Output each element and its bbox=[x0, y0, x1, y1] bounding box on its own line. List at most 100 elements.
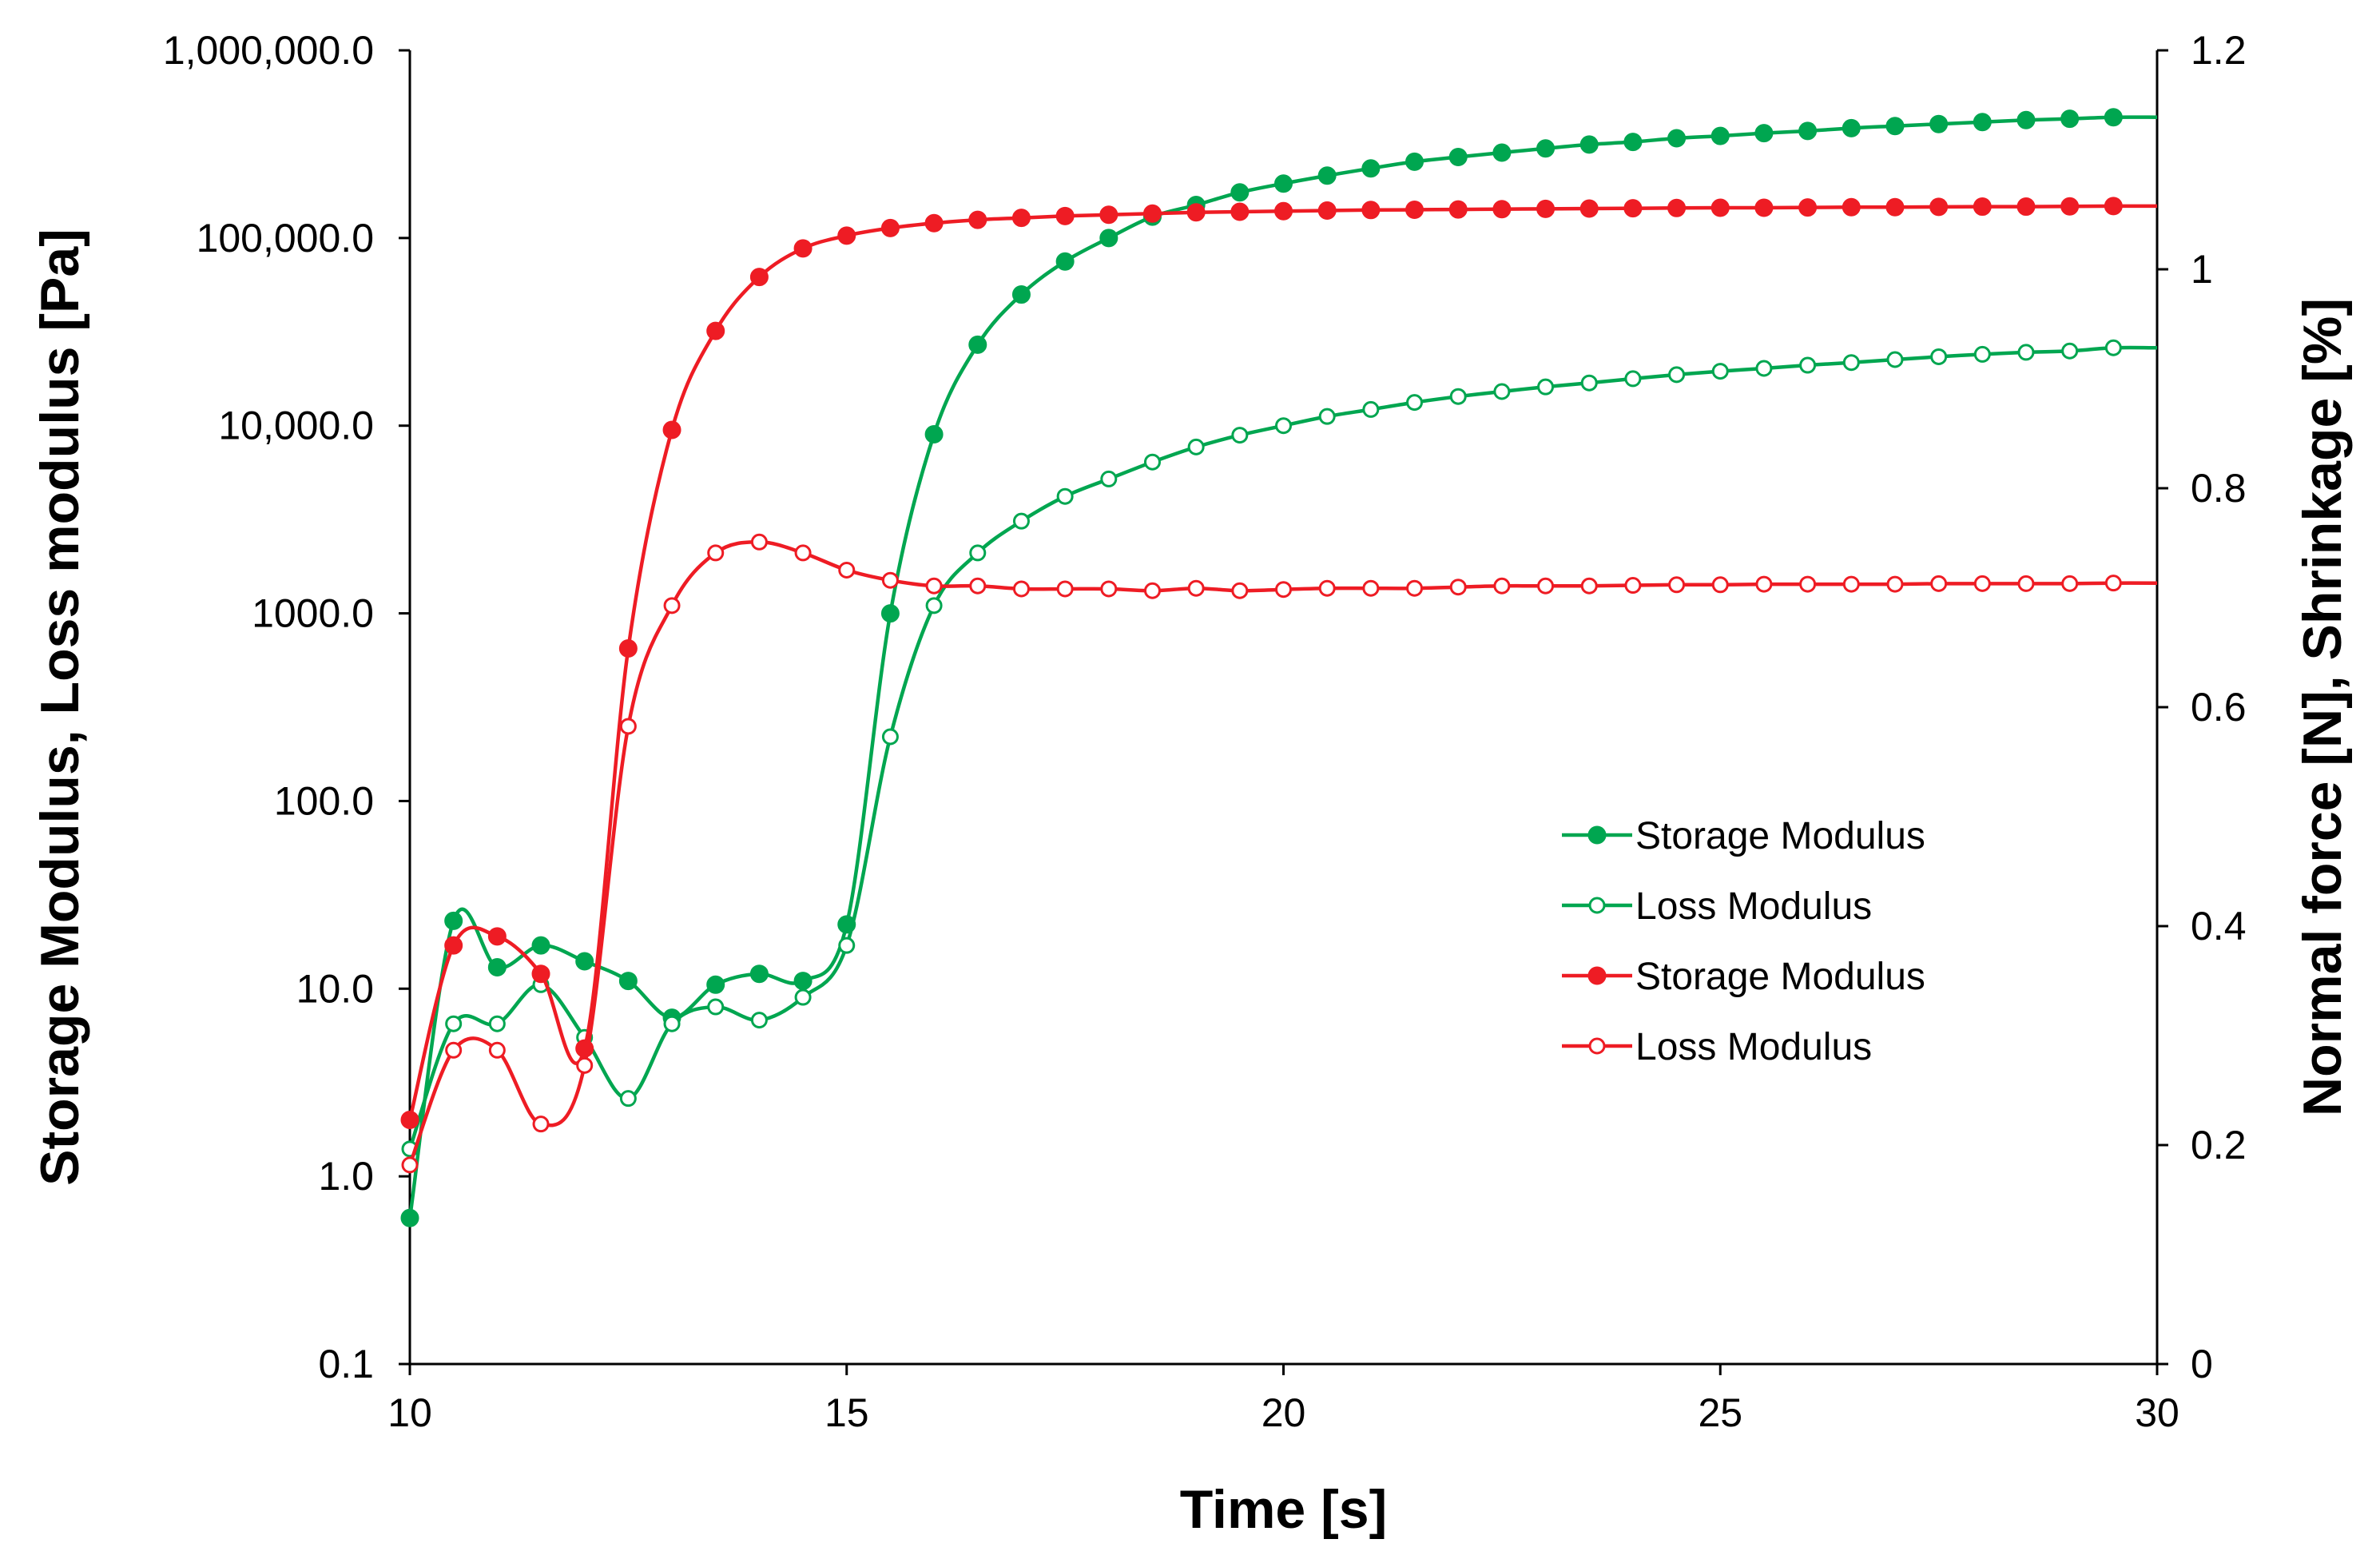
series-line bbox=[407, 204, 2158, 1120]
data-point bbox=[969, 577, 987, 595]
data-point bbox=[575, 952, 594, 971]
data-point bbox=[880, 604, 900, 623]
legend-label: Loss Modulus bbox=[1635, 885, 1872, 928]
data-point bbox=[1186, 203, 1206, 222]
data-point bbox=[488, 1041, 506, 1059]
data-point bbox=[1668, 366, 1686, 384]
data-point bbox=[1362, 400, 1380, 418]
data-point bbox=[1842, 118, 1861, 137]
y2-tick-label: 0.4 bbox=[2191, 904, 2247, 949]
data-point bbox=[1361, 159, 1381, 178]
legend-entry: Storage Modulus bbox=[1562, 956, 1925, 998]
data-point bbox=[750, 1012, 768, 1029]
data-point bbox=[1929, 114, 1949, 133]
data-point bbox=[1536, 139, 1556, 158]
x-tick-label: 10 bbox=[387, 1390, 432, 1435]
data-point bbox=[2016, 197, 2036, 217]
data-point bbox=[1187, 579, 1205, 597]
y-tick-label: 100.0 bbox=[274, 778, 374, 823]
data-point bbox=[1493, 383, 1511, 400]
data-point bbox=[1274, 201, 1293, 221]
data-point bbox=[1318, 408, 1336, 425]
data-point bbox=[1579, 135, 1599, 154]
data-point bbox=[1449, 388, 1467, 405]
data-point bbox=[881, 571, 899, 589]
data-point bbox=[400, 1208, 419, 1227]
legend-label: Loss Modulus bbox=[1635, 1026, 1872, 1068]
legend-marker bbox=[1587, 825, 1607, 845]
y-tick-label: 100,000.0 bbox=[197, 216, 374, 260]
data-point bbox=[1667, 129, 1687, 148]
data-point bbox=[1275, 581, 1292, 599]
legend-entry: Loss Modulus bbox=[1562, 1026, 1872, 1068]
data-point bbox=[1885, 197, 1905, 217]
y2-tick-label: 0.8 bbox=[2191, 466, 2247, 511]
data-point bbox=[662, 420, 681, 439]
data-point bbox=[707, 998, 725, 1016]
x-tick-label: 15 bbox=[824, 1390, 869, 1435]
data-point bbox=[793, 239, 813, 258]
series-4 bbox=[401, 533, 2158, 1174]
data-point bbox=[619, 1090, 637, 1108]
data-point bbox=[2060, 197, 2080, 216]
data-point bbox=[1799, 575, 1817, 593]
data-point bbox=[1056, 580, 1074, 598]
data-point bbox=[1492, 200, 1512, 219]
y2-axis-title: Normal force [N], Shrinkage [%] bbox=[2292, 298, 2353, 1116]
legend-label: Storage Modulus bbox=[1635, 815, 1925, 857]
data-point bbox=[838, 561, 856, 579]
data-point bbox=[1886, 575, 1904, 593]
data-point bbox=[1711, 126, 1730, 145]
data-point bbox=[2104, 575, 2122, 592]
data-point bbox=[1012, 580, 1030, 598]
data-point bbox=[618, 639, 638, 658]
y-tick-label: 0.1 bbox=[318, 1342, 374, 1386]
data-point bbox=[1885, 117, 1905, 136]
series-line bbox=[407, 115, 2158, 1219]
data-point bbox=[794, 988, 812, 1006]
data-point bbox=[1623, 133, 1643, 152]
data-point bbox=[1492, 143, 1512, 162]
data-point bbox=[1100, 580, 1118, 598]
series-1 bbox=[400, 108, 2158, 1227]
legend-marker bbox=[1588, 1037, 1606, 1055]
data-point bbox=[1275, 417, 1292, 435]
x-tick-label: 30 bbox=[2135, 1390, 2179, 1435]
data-point bbox=[444, 936, 463, 955]
data-point bbox=[2060, 109, 2080, 129]
data-point bbox=[1099, 205, 1118, 225]
data-point bbox=[2061, 342, 2079, 360]
data-point bbox=[1886, 351, 1904, 368]
data-point bbox=[1930, 575, 1948, 592]
data-point bbox=[924, 424, 944, 443]
x-axis-title: Time [s] bbox=[1180, 1479, 1387, 1540]
data-point bbox=[837, 226, 856, 245]
data-point bbox=[1755, 575, 1773, 593]
data-point bbox=[1405, 152, 1424, 171]
legend-marker bbox=[1587, 966, 1607, 985]
data-point bbox=[1231, 427, 1249, 444]
data-point bbox=[400, 1110, 419, 1129]
x-tick-label: 20 bbox=[1262, 1390, 1306, 1435]
data-point bbox=[968, 335, 987, 354]
data-point bbox=[1231, 582, 1249, 599]
data-point bbox=[1973, 575, 1991, 592]
data-point bbox=[1056, 487, 1074, 505]
legend-label: Storage Modulus bbox=[1635, 956, 1925, 998]
y-tick-label: 1.0 bbox=[318, 1154, 374, 1199]
data-point bbox=[1537, 378, 1555, 396]
y2-tick-label: 0.2 bbox=[2191, 1123, 2247, 1167]
data-point bbox=[1754, 124, 1774, 143]
data-point bbox=[794, 544, 812, 562]
data-point bbox=[1973, 345, 1991, 363]
data-point bbox=[1318, 579, 1336, 597]
data-point bbox=[1929, 197, 1949, 217]
data-point bbox=[1624, 577, 1642, 595]
legend-entry: Storage Modulus bbox=[1562, 815, 1925, 857]
data-point bbox=[1448, 200, 1468, 219]
data-point bbox=[1930, 348, 1948, 365]
data-point bbox=[1012, 512, 1030, 530]
y-tick-label: 10.0 bbox=[296, 966, 374, 1011]
series-layer bbox=[400, 108, 2158, 1227]
